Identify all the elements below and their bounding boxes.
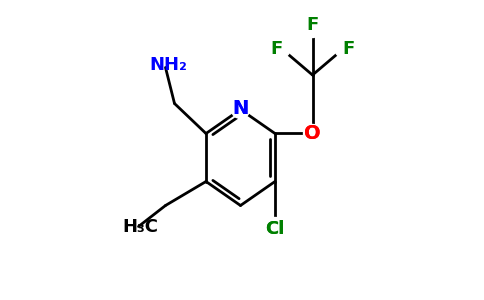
- Text: F: F: [342, 40, 355, 58]
- Text: O: O: [304, 124, 321, 143]
- Text: O: O: [304, 124, 321, 143]
- Text: Cl: Cl: [265, 220, 285, 238]
- Text: N: N: [232, 98, 249, 118]
- Circle shape: [305, 22, 320, 38]
- Text: F: F: [306, 16, 318, 34]
- Circle shape: [275, 42, 290, 57]
- Circle shape: [231, 100, 249, 118]
- Circle shape: [303, 124, 321, 142]
- Circle shape: [266, 218, 284, 236]
- Text: H₃C: H₃C: [122, 218, 158, 236]
- Circle shape: [335, 42, 350, 57]
- Text: F: F: [271, 40, 283, 58]
- Text: N: N: [232, 98, 249, 118]
- Text: Cl: Cl: [265, 220, 285, 238]
- Text: NH₂: NH₂: [150, 56, 187, 74]
